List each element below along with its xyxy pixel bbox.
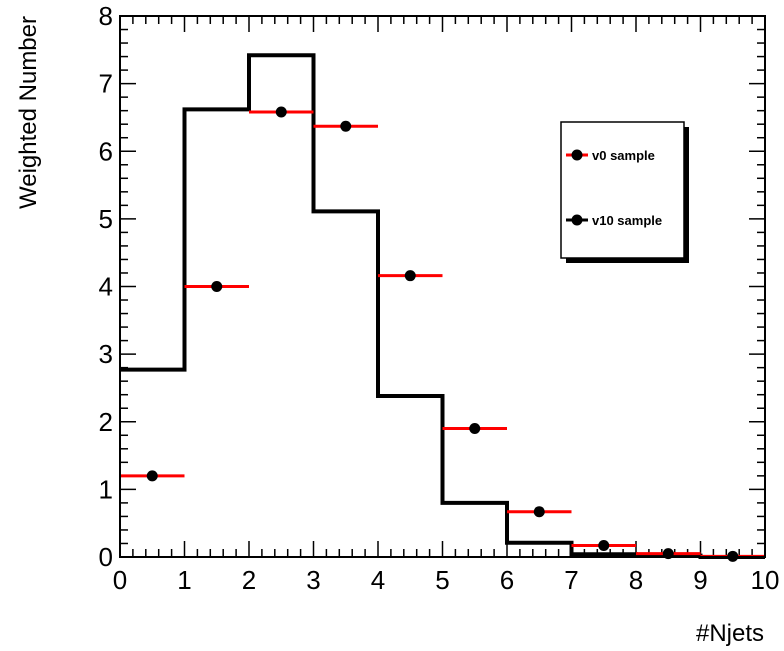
y-tick-label: 5: [99, 204, 113, 234]
y-axis-ticks: [120, 15, 765, 558]
x-tick-label: 6: [500, 565, 514, 595]
y-tick-label: 6: [99, 136, 113, 166]
x-tick-label: 2: [242, 565, 256, 595]
x-tick-label: 5: [435, 565, 449, 595]
v0-data-point: [598, 540, 610, 552]
y-tick-label: 4: [99, 272, 113, 302]
v0-data-point: [275, 106, 287, 118]
v10-histogram-line: [120, 53, 765, 559]
x-axis-tick-labels: 0 1 2 3 4 5 6 7 8 9 10: [113, 565, 780, 595]
v0-data-point: [469, 423, 481, 435]
x-tick-label: 1: [177, 565, 191, 595]
legend: v0 sample v10 sample: [560, 121, 689, 263]
plot-frame: [119, 15, 766, 558]
x-tick-label: 9: [693, 565, 707, 595]
legend-v10-marker: [571, 214, 583, 226]
x-tick-label: 0: [113, 565, 127, 595]
y-tick-label: 8: [99, 1, 113, 31]
x-tick-label: 8: [629, 565, 643, 595]
y-tick-label: 7: [99, 69, 113, 99]
y-tick-label: 3: [99, 339, 113, 369]
y-tick-label: 0: [99, 542, 113, 572]
legend-box: [560, 121, 685, 259]
v10-sample-histogram: [120, 53, 765, 559]
v0-data-point: [340, 120, 352, 132]
x-tick-label: 4: [371, 565, 385, 595]
x-tick-label: 10: [751, 565, 780, 595]
v0-data-point: [404, 270, 416, 282]
v0-data-point: [146, 470, 158, 482]
y-axis-tick-labels: 0 1 2 3 4 5 6 7 8: [99, 1, 113, 572]
v0-data-point: [211, 281, 223, 292]
v0-data-point: [533, 506, 545, 518]
legend-v10-label: v10 sample: [592, 213, 662, 228]
y-axis-title: Weighted Number: [15, 16, 42, 209]
x-tick-label: 3: [306, 565, 320, 595]
legend-v0-label: v0 sample: [592, 148, 655, 163]
x-tick-label: 7: [564, 565, 578, 595]
x-axis-title: #Njets: [696, 620, 764, 647]
y-tick-label: 1: [99, 474, 113, 504]
y-tick-label: 2: [99, 407, 113, 437]
legend-v0-marker: [571, 149, 583, 161]
